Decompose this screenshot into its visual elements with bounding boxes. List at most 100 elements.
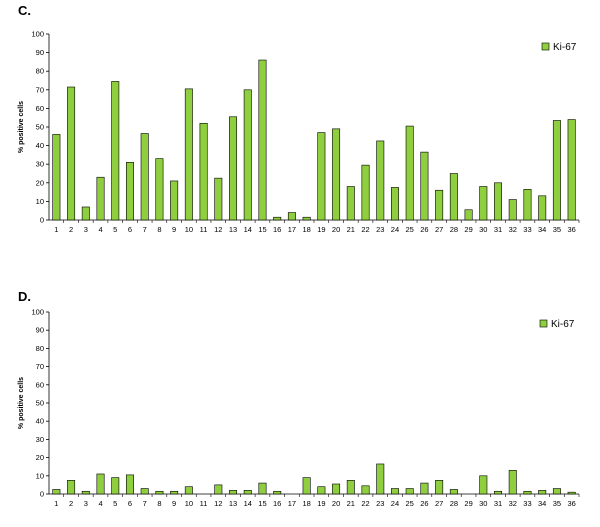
x-tick-label: 26 (420, 499, 428, 508)
bar (155, 158, 164, 221)
x-tick-label: 32 (509, 225, 517, 234)
x-tick-label: 11 (200, 225, 208, 234)
x-tick-label: 9 (172, 225, 176, 234)
bar (420, 151, 429, 221)
bar (67, 480, 76, 495)
x-tick-label: 10 (185, 225, 193, 234)
bar (170, 490, 179, 495)
bar (567, 491, 576, 495)
bar (523, 189, 532, 221)
bar (184, 88, 193, 221)
bar (479, 186, 488, 221)
bar (273, 216, 282, 221)
x-tick-label: 17 (288, 225, 296, 234)
bar (111, 477, 120, 495)
x-tick-label: 32 (509, 499, 517, 508)
x-tick-label: 10 (185, 499, 193, 508)
x-tick-label: 22 (361, 499, 369, 508)
x-tick-label: 25 (406, 499, 414, 508)
bar (125, 162, 134, 221)
y-tick-label: 70 (36, 362, 44, 371)
bar (111, 81, 120, 221)
y-tick-label: 10 (36, 197, 44, 206)
x-tick-label: 31 (494, 225, 502, 234)
panel-label-c: C. (18, 3, 31, 18)
x-tick-label: 3 (84, 499, 88, 508)
bar (81, 490, 90, 495)
x-tick-label: 18 (302, 499, 310, 508)
bar (494, 182, 503, 221)
y-tick-label: 100 (31, 308, 44, 317)
x-tick-label: 30 (479, 499, 487, 508)
bar (96, 176, 105, 221)
x-tick-label: 5 (113, 225, 117, 234)
bar (125, 474, 134, 495)
bar (140, 133, 149, 221)
x-tick-label: 29 (464, 225, 472, 234)
bar (214, 484, 223, 495)
x-tick-label: 3 (84, 225, 88, 234)
x-tick-label: 16 (273, 499, 281, 508)
bar (464, 209, 473, 221)
y-tick-label: 60 (36, 104, 44, 113)
x-tick-label: 18 (302, 225, 310, 234)
y-tick-label: 0 (40, 216, 44, 225)
bar (390, 187, 399, 221)
x-tick-label: 15 (258, 499, 266, 508)
bar (449, 489, 458, 495)
x-tick-label: 1 (54, 225, 58, 234)
y-tick-label: 90 (36, 48, 44, 57)
bar (508, 470, 517, 495)
bar (258, 482, 267, 495)
bar (302, 216, 311, 221)
x-tick-label: 27 (435, 225, 443, 234)
x-tick-label: 5 (113, 499, 117, 508)
bar (96, 473, 105, 495)
legend-label: Ki-67 (551, 319, 575, 330)
y-tick-label: 30 (36, 435, 44, 444)
x-tick-label: 34 (538, 499, 546, 508)
x-tick-label: 34 (538, 225, 546, 234)
x-tick-label: 24 (391, 225, 399, 234)
x-tick-label: 14 (244, 499, 252, 508)
x-tick-label: 16 (273, 225, 281, 234)
y-tick-label: 50 (36, 399, 44, 408)
chart-panel-c: C. 0 10 20 30 40 50 60 70 80 90 100 % positive cell… (0, 0, 600, 250)
bar (508, 199, 517, 221)
bar (405, 125, 414, 221)
bar (346, 480, 355, 495)
x-tick-label: 35 (553, 499, 561, 508)
bar (346, 186, 355, 221)
x-tick-label: 27 (435, 499, 443, 508)
y-tick-label: 60 (36, 380, 44, 389)
bar (243, 490, 252, 495)
bar (435, 189, 444, 221)
chart-panel-d: D. 0 10 20 30 40 50 60 70 80 90 100 % positive cell… (0, 275, 600, 527)
x-tick-label: 33 (523, 499, 531, 508)
bar (81, 206, 90, 221)
bar (552, 120, 561, 221)
bar (184, 486, 193, 495)
bar (405, 488, 414, 495)
bar (538, 490, 547, 495)
y-tick-label: 40 (36, 417, 44, 426)
bar (449, 173, 458, 221)
x-tick-label: 35 (553, 225, 561, 234)
x-tick-label: 7 (143, 499, 147, 508)
x-tick-label: 8 (157, 225, 161, 234)
x-tick-label: 4 (98, 225, 102, 234)
y-tick-label: 30 (36, 160, 44, 169)
y-tick-label: 90 (36, 326, 44, 335)
x-tick-label: 26 (420, 225, 428, 234)
x-tick-label: 2 (69, 499, 73, 508)
legend-swatch (541, 42, 550, 51)
bar (317, 132, 326, 221)
y-tick-label: 100 (31, 30, 44, 39)
bar (523, 490, 532, 495)
x-tick-label: 23 (376, 225, 384, 234)
bar (229, 490, 238, 495)
bar (552, 488, 561, 495)
y-tick-label: 10 (36, 471, 44, 480)
